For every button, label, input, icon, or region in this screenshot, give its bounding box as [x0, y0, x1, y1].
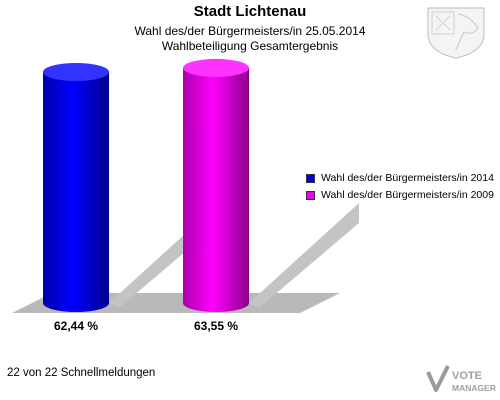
legend-item-2009: Wahl des/der Bürgermeisters/in 2009: [306, 188, 494, 202]
chart-subtitle-election: Wahl des/der Bürgermeisters/in 25.05.201…: [134, 24, 366, 38]
legend-label-2014: Wahl des/der Bürgermeisters/in 2014: [321, 172, 494, 184]
coat-of-arms-icon: [427, 7, 485, 59]
bar-shadow: [249, 203, 359, 308]
logo-word-manager: MANAGER: [452, 383, 496, 393]
bar: [183, 67, 249, 313]
legend-swatch-2009: [306, 190, 315, 200]
bar-value-label: 63,55 %: [194, 319, 238, 333]
report-status-text: 22 von 22 Schnellmeldungen: [7, 367, 156, 379]
checkmark-icon: [426, 365, 450, 392]
logo-word-vote: VOTE: [452, 370, 482, 382]
chart-legend: Wahl des/der Bürgermeisters/in 2014 Wahl…: [306, 171, 494, 205]
chart-title: Stadt Lichtenau: [193, 3, 307, 20]
bar: [43, 72, 109, 312]
legend-label-2009: Wahl des/der Bürgermeisters/in 2009: [321, 189, 494, 201]
bar-value-label: 62,44 %: [54, 319, 98, 333]
legend-swatch-2014: [306, 173, 315, 183]
legend-item-2014: Wahl des/der Bürgermeisters/in 2014: [306, 171, 494, 185]
bar-top-cap: [183, 58, 249, 77]
vote-manager-logo: VOTE MANAGER: [426, 365, 496, 393]
bar-top-cap: [43, 63, 109, 81]
chart-subtitle-turnout: Wahlbeteiligung Gesamtergebnis: [161, 39, 339, 53]
